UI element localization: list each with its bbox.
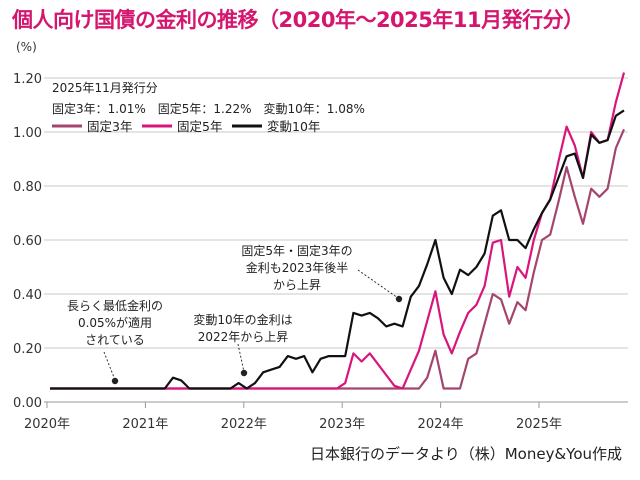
legend-label: 固定5年 [177,119,222,134]
x-tick-label: 2020年 [24,417,70,432]
annotation-2-text: 変動10年の金利は 2022年から上昇 [193,313,293,344]
latest-values: 固定3年：1.01% 固定5年：1.22% 変動10年：1.08% [52,102,365,116]
y-tick-label: 0.60 [13,234,42,249]
x-tick-label: 2025年 [516,417,562,432]
annotation-3-text: 固定5年・固定3年の 金利も2023年後半 から上昇 [241,244,353,292]
y-tick-label: 1.00 [13,126,42,141]
x-tick-label: 2021年 [122,417,168,432]
annotation-3: 固定5年・固定3年の 金利も2023年後半 から上昇 [222,243,372,294]
y-tick-label: 1.20 [13,72,42,87]
legend-label: 変動10年 [267,119,320,134]
annotation-1: 長らく最低金利の 0.05%が適用 されている [50,298,180,349]
annotation-leader-2 [237,343,245,373]
latest-heading: 2025年11月発行分 [52,81,158,95]
annotation-dot-1 [111,377,119,385]
source-note: 日本銀行のデータより（株）Money&You作成 [310,445,622,463]
y-tick-label: 0.00 [13,396,42,411]
annotation-dot-3 [395,295,403,303]
y-tick-label: 0.80 [13,180,42,195]
annotation-2: 変動10年の金利は 2022年から上昇 [178,312,308,346]
legend-label: 固定3年 [87,119,132,134]
chart-title: 個人向け国債の金利の推移（2020年～2025年11月発行分） [12,8,584,32]
y-tick-label: 0.20 [13,342,42,357]
y-tick-label: 0.40 [13,288,42,303]
annotation-leaders [103,269,403,385]
annotation-dot-2 [240,369,248,377]
x-tick-label: 2023年 [319,417,365,432]
annotation-leader-1 [103,351,116,381]
y-axis-unit: (%) [16,40,37,54]
annotation-leader-3 [357,269,399,299]
x-tick-label: 2024年 [418,417,464,432]
x-tick-label: 2022年 [221,417,267,432]
series-line-3 [50,109,625,390]
annotation-1-text: 長らく最低金利の 0.05%が適用 されている [66,299,163,347]
